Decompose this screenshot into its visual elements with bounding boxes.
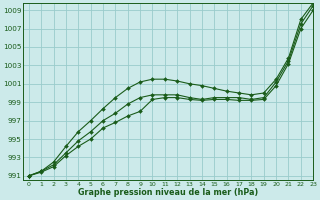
X-axis label: Graphe pression niveau de la mer (hPa): Graphe pression niveau de la mer (hPa) [78, 188, 258, 197]
